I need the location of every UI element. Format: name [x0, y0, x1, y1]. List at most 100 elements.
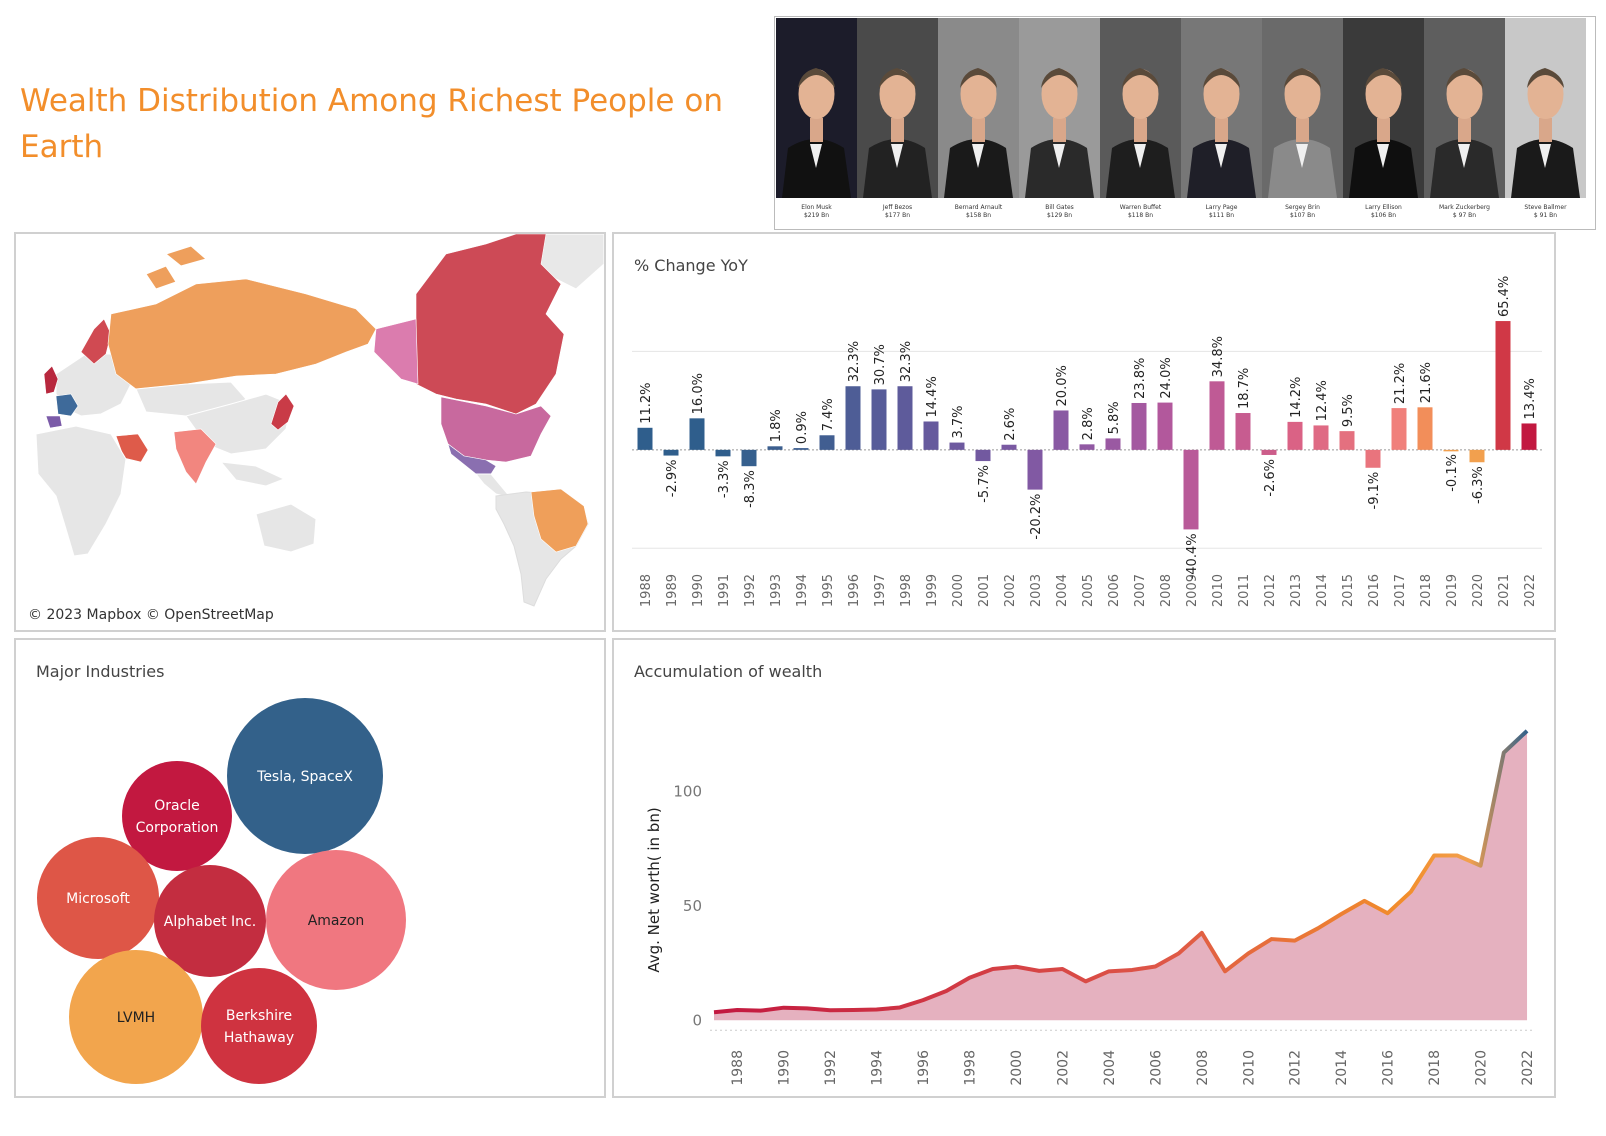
yoy-bar[interactable] — [663, 449, 679, 456]
yoy-bar[interactable] — [975, 449, 991, 462]
yoy-bar[interactable] — [1261, 449, 1277, 455]
industry-bubble[interactable] — [37, 837, 159, 959]
yoy-bar[interactable] — [897, 386, 913, 450]
yoy-bar[interactable] — [949, 442, 965, 450]
yoy-change-panel[interactable]: % Change YoY 11.2% 1988 -2.9% 1989 16.0% 1990… — [612, 232, 1556, 632]
map-region-africa — [35, 425, 127, 557]
yoy-bar[interactable] — [923, 421, 939, 450]
yoy-bar[interactable] — [1521, 423, 1537, 450]
portrait-name: Larry Page — [1205, 204, 1238, 211]
industry-bubble-label: Amazon — [308, 913, 365, 929]
map-attribution[interactable]: © 2023 Mapbox © OpenStreetMap — [24, 606, 278, 624]
portrait-caption: Bill Gates $129 Bn — [1019, 204, 1100, 220]
industry-bubble[interactable] — [154, 865, 266, 977]
industry-bubble[interactable] — [266, 850, 406, 990]
yoy-bar[interactable] — [1443, 449, 1459, 452]
yoy-value-label: 9.5% — [1341, 394, 1356, 427]
map-region-japan — [270, 393, 295, 431]
world-map-panel[interactable]: © 2023 Mapbox © OpenStreetMap — [14, 232, 606, 632]
portrait-4 — [1019, 18, 1100, 198]
yoy-x-tick: 2005 — [1081, 574, 1096, 607]
yoy-bar-chart[interactable]: 11.2% 1988 -2.9% 1989 16.0% 1990 -3.3% 1991 -8.3… — [614, 234, 1554, 630]
world-map[interactable] — [16, 233, 605, 630]
yoy-bar[interactable] — [793, 448, 809, 450]
portrait-worth: $219 Bn — [803, 212, 830, 219]
yoy-bar[interactable] — [689, 418, 705, 450]
industry-bubble[interactable] — [227, 698, 383, 854]
portrait-name: Warren Buffet — [1119, 204, 1162, 211]
yoy-bar[interactable] — [1105, 438, 1121, 450]
yoy-bar[interactable] — [845, 386, 861, 450]
yoy-value-label: -6.3% — [1471, 466, 1486, 504]
yoy-value-label: 13.4% — [1523, 378, 1538, 419]
yoy-value-label: 21.6% — [1419, 362, 1434, 403]
yoy-bar[interactable] — [1027, 449, 1043, 490]
portrait-name: Sergey Brin — [1285, 204, 1320, 211]
portrait-5 — [1100, 18, 1181, 198]
area-x-tick: 2014 — [1334, 1050, 1350, 1086]
portrait-caption: Sergey Brin $107 Bn — [1262, 204, 1343, 220]
yoy-bar[interactable] — [819, 435, 835, 450]
yoy-bar[interactable] — [1001, 444, 1017, 450]
yoy-bar[interactable] — [637, 427, 653, 450]
yoy-bar[interactable] — [1157, 402, 1173, 450]
map-region-spain — [45, 415, 63, 429]
yoy-value-label: 2.8% — [1081, 407, 1096, 440]
yoy-value-label: 21.2% — [1393, 363, 1408, 404]
yoy-bar[interactable] — [741, 449, 757, 467]
portrait-image — [776, 18, 857, 198]
yoy-bar[interactable] — [1131, 402, 1147, 450]
portrait-image — [1100, 18, 1181, 198]
yoy-x-tick: 2022 — [1523, 574, 1538, 607]
yoy-bar[interactable] — [871, 389, 887, 450]
portrait-worth: $ 91 Bn — [1533, 212, 1558, 219]
yoy-bar[interactable] — [1469, 449, 1485, 463]
yoy-bar[interactable] — [767, 446, 783, 450]
yoy-bar[interactable] — [715, 449, 731, 457]
yoy-bar[interactable] — [1365, 449, 1381, 468]
yoy-value-label: 1.8% — [769, 409, 784, 442]
industry-bubble[interactable] — [122, 761, 232, 871]
yoy-x-tick: 2002 — [1003, 574, 1018, 607]
industries-panel[interactable]: Major Industries Tesla, SpaceX Oracle Corp… — [14, 638, 606, 1098]
industry-bubble[interactable] — [69, 950, 203, 1084]
area-fill — [714, 730, 1528, 1021]
yoy-x-tick: 2015 — [1341, 574, 1356, 607]
area-x-tick: 2006 — [1148, 1050, 1164, 1086]
industry-bubble-label: Alphabet Inc. — [164, 914, 256, 930]
yoy-bar[interactable] — [1495, 321, 1511, 450]
yoy-x-tick: 1995 — [821, 574, 836, 607]
wealth-area-chart[interactable]: 0 50 100 Avg. Net worth( in bn) 1988 1990 1992… — [614, 640, 1554, 1096]
yoy-value-label: 11.2% — [639, 382, 654, 423]
area-line[interactable] — [713, 729, 1529, 1015]
yoy-value-label: 16.0% — [691, 373, 706, 414]
yoy-bar[interactable] — [1209, 381, 1225, 450]
yoy-bar[interactable] — [1287, 421, 1303, 450]
yoy-x-tick: 2010 — [1211, 574, 1226, 607]
portrait-image — [1181, 18, 1262, 198]
yoy-bar[interactable] — [1417, 407, 1433, 450]
area-x-tick: 1998 — [963, 1050, 979, 1086]
yoy-bar[interactable] — [1391, 408, 1407, 450]
yoy-bar[interactable] — [1339, 431, 1355, 450]
yoy-x-tick: 2017 — [1393, 574, 1408, 607]
industry-bubble[interactable] — [201, 968, 317, 1084]
yoy-bar[interactable] — [1183, 449, 1199, 530]
yoy-x-tick: 2021 — [1497, 574, 1512, 607]
map-region-uk — [43, 365, 59, 395]
yoy-bar[interactable] — [1079, 444, 1095, 450]
map-region-alaska — [373, 318, 419, 385]
yoy-value-label: -40.4% — [1185, 533, 1200, 579]
dashboard-title: Wealth Distribution Among Richest People… — [20, 83, 723, 165]
yoy-bar[interactable] — [1313, 425, 1329, 450]
yoy-bar[interactable] — [1053, 410, 1069, 450]
yoy-bar[interactable] — [1235, 413, 1251, 450]
industry-bubble-label: Oracle — [154, 798, 200, 814]
portrait-image — [1019, 18, 1100, 198]
map-region-se-asia — [219, 461, 286, 487]
portrait-name: Larry Ellison — [1365, 204, 1402, 211]
accumulation-panel[interactable]: Accumulation of wealth 0 50 100 Avg. Net wo… — [612, 638, 1556, 1098]
industry-bubble-chart[interactable]: Tesla, SpaceX Oracle Corporation Microsoft A… — [16, 640, 604, 1096]
area-x-tick: 2008 — [1195, 1050, 1211, 1086]
map-region-australia — [255, 503, 317, 553]
